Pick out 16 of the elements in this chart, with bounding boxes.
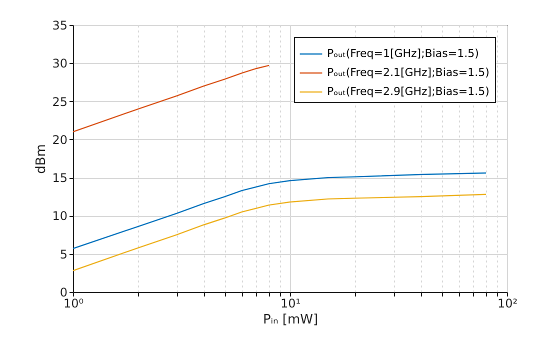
legend-label: Pₒᵤₜ(Freq=2.9[GHz];Bias=1.5) xyxy=(327,85,490,98)
y-tick-label: 15 xyxy=(52,171,68,186)
y-tick-label: 5 xyxy=(60,247,68,262)
x-tick-label: 10¹ xyxy=(280,296,301,310)
y-tick-label: 10 xyxy=(52,209,68,224)
y-tick-label: 0 xyxy=(60,286,68,300)
y-axis-title: dBm xyxy=(34,144,50,174)
legend-label: Pₒᵤₜ(Freq=2.1[GHz];Bias=1.5) xyxy=(327,66,490,79)
x-tick-label: 10⁰ xyxy=(63,296,84,310)
y-tick-label: 25 xyxy=(52,94,68,109)
x-axis-title: Pᵢₙ [mW] xyxy=(262,312,318,328)
legend-label: Pₒᵤₜ(Freq=1[GHz];Bias=1.5) xyxy=(327,47,479,60)
y-tick-label: 30 xyxy=(52,56,68,71)
y-tick-label: 35 xyxy=(52,18,68,32)
x-tick-label: 10² xyxy=(497,296,518,310)
y-tick-label: 20 xyxy=(52,132,68,147)
